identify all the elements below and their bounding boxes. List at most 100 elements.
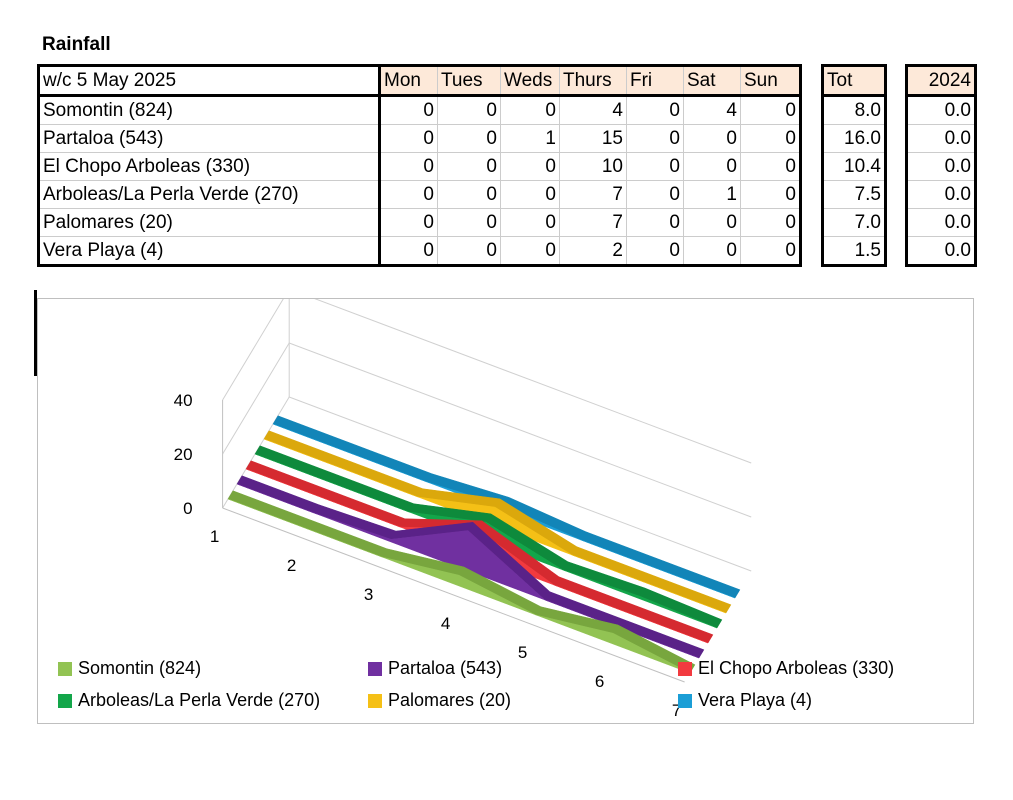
rain-value: 0: [626, 95, 684, 125]
legend-swatch: [678, 693, 692, 708]
rain-value: 0: [379, 152, 438, 181]
table-row: Partaloa (543) 0 0 1 15 0 0 0: [38, 124, 801, 153]
prev-year-value: 0.0: [906, 95, 976, 125]
rain-value: 0: [683, 124, 741, 153]
legend-label: Vera Playa (4): [698, 690, 813, 710]
rain-value: 0: [379, 124, 438, 153]
rainfall-3d-area-chart: 0 20 40 1 2 3 4 5 6 7: [174, 299, 752, 720]
table-row: El Chopo Arboleas (330) 0 0 0 10 0 0 0: [38, 152, 801, 181]
day-header: Sun: [740, 65, 801, 97]
legend-label: Palomares (20): [388, 690, 512, 710]
table-header-row: w/c 5 May 2025 Mon Tues Weds Thurs Fri S…: [38, 65, 801, 97]
page-title: Rainfall: [42, 34, 111, 55]
y-tick-label: 40: [174, 391, 193, 410]
rain-value: 0: [740, 180, 801, 209]
x-tick-label: 2: [287, 556, 296, 575]
rain-value: 0: [740, 152, 801, 181]
rain-value: 0: [437, 152, 501, 181]
x-tick-label: 3: [364, 585, 373, 604]
day-header: Mon: [379, 65, 438, 97]
rain-value: 0: [500, 152, 560, 181]
legend-swatch: [368, 693, 382, 708]
total-table: Tot 8.0 16.0 10.4 7.5 7.0 1.5: [821, 64, 887, 267]
rain-value: 0: [437, 95, 501, 125]
total-value: 10.4: [822, 152, 886, 181]
station-name: Vera Playa (4): [38, 236, 381, 266]
total-value: 8.0: [822, 95, 886, 125]
rain-value: 0: [683, 236, 741, 266]
rain-value: 15: [559, 124, 627, 153]
legend-label: Arboleas/La Perla Verde (270): [78, 690, 321, 710]
rain-value: 1: [500, 124, 560, 153]
gridline: [222, 299, 752, 464]
rain-value: 4: [559, 95, 627, 125]
x-tick-label: 1: [210, 527, 219, 546]
total-value: 16.0: [822, 124, 886, 153]
rain-value: 0: [740, 124, 801, 153]
chart-frame: 0 20 40 1 2 3 4 5 6 7: [37, 298, 974, 724]
rain-value: 0: [379, 208, 438, 237]
prev-year-header: 2024: [906, 65, 976, 97]
rain-value: 0: [500, 236, 560, 266]
day-header: Weds: [500, 65, 560, 97]
table-row: Somontin (824) 0 0 0 4 0 4 0: [38, 95, 801, 125]
legend-label: El Chopo Arboleas (330): [698, 658, 895, 678]
total-value: 7.5: [822, 180, 886, 209]
day-header: Tues: [437, 65, 501, 97]
legend-swatch: [368, 661, 382, 676]
prev-year-value: 0.0: [906, 180, 976, 209]
table-border-extension: [34, 290, 37, 376]
legend-item: Vera Playa (4): [678, 690, 812, 711]
table-row: Arboleas/La Perla Verde (270) 0 0 0 7 0 1 0: [38, 180, 801, 209]
rain-value: 1: [683, 180, 741, 209]
prev-year-value: 0.0: [906, 236, 976, 266]
rain-value: 0: [626, 152, 684, 181]
x-tick-label: 6: [595, 672, 604, 691]
rain-value: 0: [500, 208, 560, 237]
prev-year-value: 0.0: [906, 208, 976, 237]
total-value: 7.0: [822, 208, 886, 237]
rain-value: 0: [500, 95, 560, 125]
legend-label: Somontin (824): [78, 658, 202, 678]
rain-value: 10: [559, 152, 627, 181]
legend-swatch: [58, 661, 72, 676]
station-name: El Chopo Arboleas (330): [38, 152, 381, 181]
prev-year-value: 0.0: [906, 152, 976, 181]
rain-value: 0: [437, 208, 501, 237]
rain-value: 4: [683, 95, 741, 125]
x-tick-label: 4: [441, 614, 450, 633]
station-name: Arboleas/La Perla Verde (270): [38, 180, 381, 209]
y-tick-label: 20: [174, 445, 193, 464]
prev-year-table: 2024 0.0 0.0 0.0 0.0 0.0 0.0: [905, 64, 977, 267]
rain-value: 0: [379, 236, 438, 266]
legend-item: Arboleas/La Perla Verde (270): [58, 690, 320, 711]
x-tick-label: 7: [672, 701, 681, 720]
station-name: Palomares (20): [38, 208, 381, 237]
prev-year-value: 0.0: [906, 124, 976, 153]
rain-value: 0: [626, 208, 684, 237]
rain-value: 0: [500, 180, 560, 209]
table-row: Vera Playa (4) 0 0 0 2 0 0 0: [38, 236, 801, 266]
total-header: Tot: [822, 65, 886, 97]
rain-value: 0: [437, 180, 501, 209]
rain-value: 0: [626, 180, 684, 209]
legend-swatch: [58, 693, 72, 708]
rain-value: 0: [740, 236, 801, 266]
day-header: Sat: [683, 65, 741, 97]
table-row: Palomares (20) 0 0 0 7 0 0 0: [38, 208, 801, 237]
rain-value: 7: [559, 180, 627, 209]
legend-label: Partaloa (543): [388, 658, 503, 678]
rain-value: 0: [683, 208, 741, 237]
legend-item: El Chopo Arboleas (330): [678, 658, 894, 679]
total-value: 1.5: [822, 236, 886, 266]
x-tick-label: 5: [518, 643, 527, 662]
station-name: Partaloa (543): [38, 124, 381, 153]
y-tick-label: 0: [183, 499, 192, 518]
week-label: w/c 5 May 2025: [38, 65, 381, 97]
legend-item: Palomares (20): [368, 690, 511, 711]
legend-swatch: [678, 661, 692, 676]
rain-value: 0: [379, 95, 438, 125]
day-header: Fri: [626, 65, 684, 97]
rain-value: 2: [559, 236, 627, 266]
rainfall-table: w/c 5 May 2025 Mon Tues Weds Thurs Fri S…: [37, 64, 802, 267]
